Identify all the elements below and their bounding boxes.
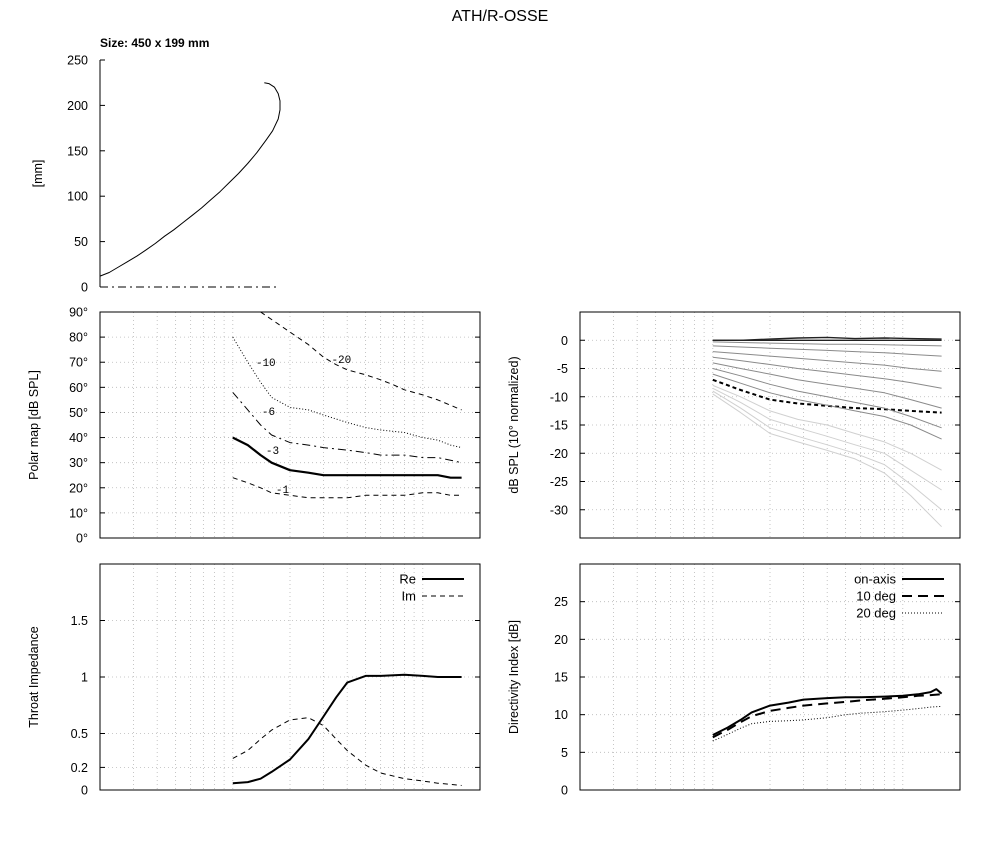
legend-label: on-axis [854, 572, 896, 587]
plot-frame [99, 563, 481, 791]
size-label: Size: 450 x 199 mm [100, 36, 210, 50]
y-tick-label: -15 [550, 419, 568, 433]
series-line-contour [232, 477, 462, 499]
plot-frame [579, 563, 961, 791]
y-axis-label: Polar map [dB SPL] [27, 370, 41, 480]
series-line-angle [712, 345, 942, 357]
series-line-20-deg [712, 705, 942, 742]
y-tick-label: 5 [561, 746, 568, 760]
series-line-angle [712, 384, 942, 471]
series-line-on-axis [712, 688, 943, 736]
y-axis-label: [mm] [31, 160, 45, 188]
y-tick-label: 20° [69, 481, 88, 495]
y-tick-label: 50 [74, 235, 88, 249]
contour-label: -20 [331, 355, 351, 367]
series-line-angle [712, 378, 942, 414]
y-axis-label: Throat Impedance [27, 626, 41, 727]
series-line-angle [712, 362, 942, 409]
y-tick-label: 0 [81, 784, 88, 798]
y-axis-label: dB SPL (10° normalized) [507, 356, 521, 493]
y-tick-label: 50° [69, 406, 88, 420]
y-tick-label: 15 [554, 671, 568, 685]
series-line-angle [712, 336, 942, 341]
y-tick-label: 1 [81, 671, 88, 685]
y-tick-label: 0 [561, 334, 568, 348]
series-line-angle [712, 368, 942, 429]
y-tick-label: 30° [69, 456, 88, 470]
series-line-10-deg [712, 693, 942, 739]
contour-label: -10 [256, 358, 276, 370]
y-tick-label: 100 [67, 190, 88, 204]
series-line-angle [712, 390, 942, 511]
series-line-angle [712, 373, 942, 440]
contour-label: -3 [266, 446, 279, 458]
series-line-re [232, 673, 462, 785]
y-tick-label: 10 [554, 708, 568, 722]
y-tick-label: 60° [69, 381, 88, 395]
legend-label: 10 deg [856, 589, 896, 604]
legend-label: Im [402, 589, 416, 604]
legend-label: Re [399, 572, 416, 587]
chart-title: ATH/R-OSSE [451, 8, 549, 25]
y-tick-label: 40° [69, 431, 88, 445]
contour-label: -1 [276, 485, 290, 497]
y-tick-label: -10 [550, 390, 568, 404]
series-line-profile [99, 82, 281, 277]
series-line-angle [712, 393, 942, 528]
y-tick-label: 10° [69, 506, 88, 520]
y-axis-label: Directivity Index [dB] [507, 620, 521, 734]
series-line-angle [712, 387, 942, 491]
plot-frame [579, 311, 961, 539]
y-tick-label: 0.2 [71, 761, 88, 775]
contour-label: -6 [262, 407, 275, 419]
y-tick-label: 25 [554, 595, 568, 609]
plot-frame [99, 311, 481, 539]
y-tick-label: 200 [67, 99, 88, 113]
y-tick-label: 250 [67, 54, 88, 68]
series-line-contour [260, 312, 462, 411]
y-tick-label: 70° [69, 356, 88, 370]
y-tick-label: -20 [550, 447, 568, 461]
series-line-contour [232, 392, 462, 464]
y-tick-label: 150 [67, 144, 88, 158]
y-tick-label: 0 [561, 784, 568, 798]
y-tick-label: 1.5 [71, 614, 88, 628]
series-line-contour [232, 436, 462, 479]
y-tick-label: -30 [550, 503, 568, 517]
y-tick-label: -25 [550, 475, 568, 489]
legend-label: 20 deg [856, 606, 896, 621]
y-tick-label: 80° [69, 331, 88, 345]
y-tick-label: 0.5 [71, 727, 88, 741]
y-tick-label: 0° [76, 532, 88, 546]
series-line-angle [712, 356, 942, 389]
series-line-angle [712, 341, 942, 347]
y-tick-label: 90° [69, 306, 88, 320]
y-tick-label: -5 [557, 362, 568, 376]
y-tick-label: 0 [81, 281, 88, 295]
y-tick-label: 20 [554, 633, 568, 647]
series-line-angle [712, 351, 942, 372]
